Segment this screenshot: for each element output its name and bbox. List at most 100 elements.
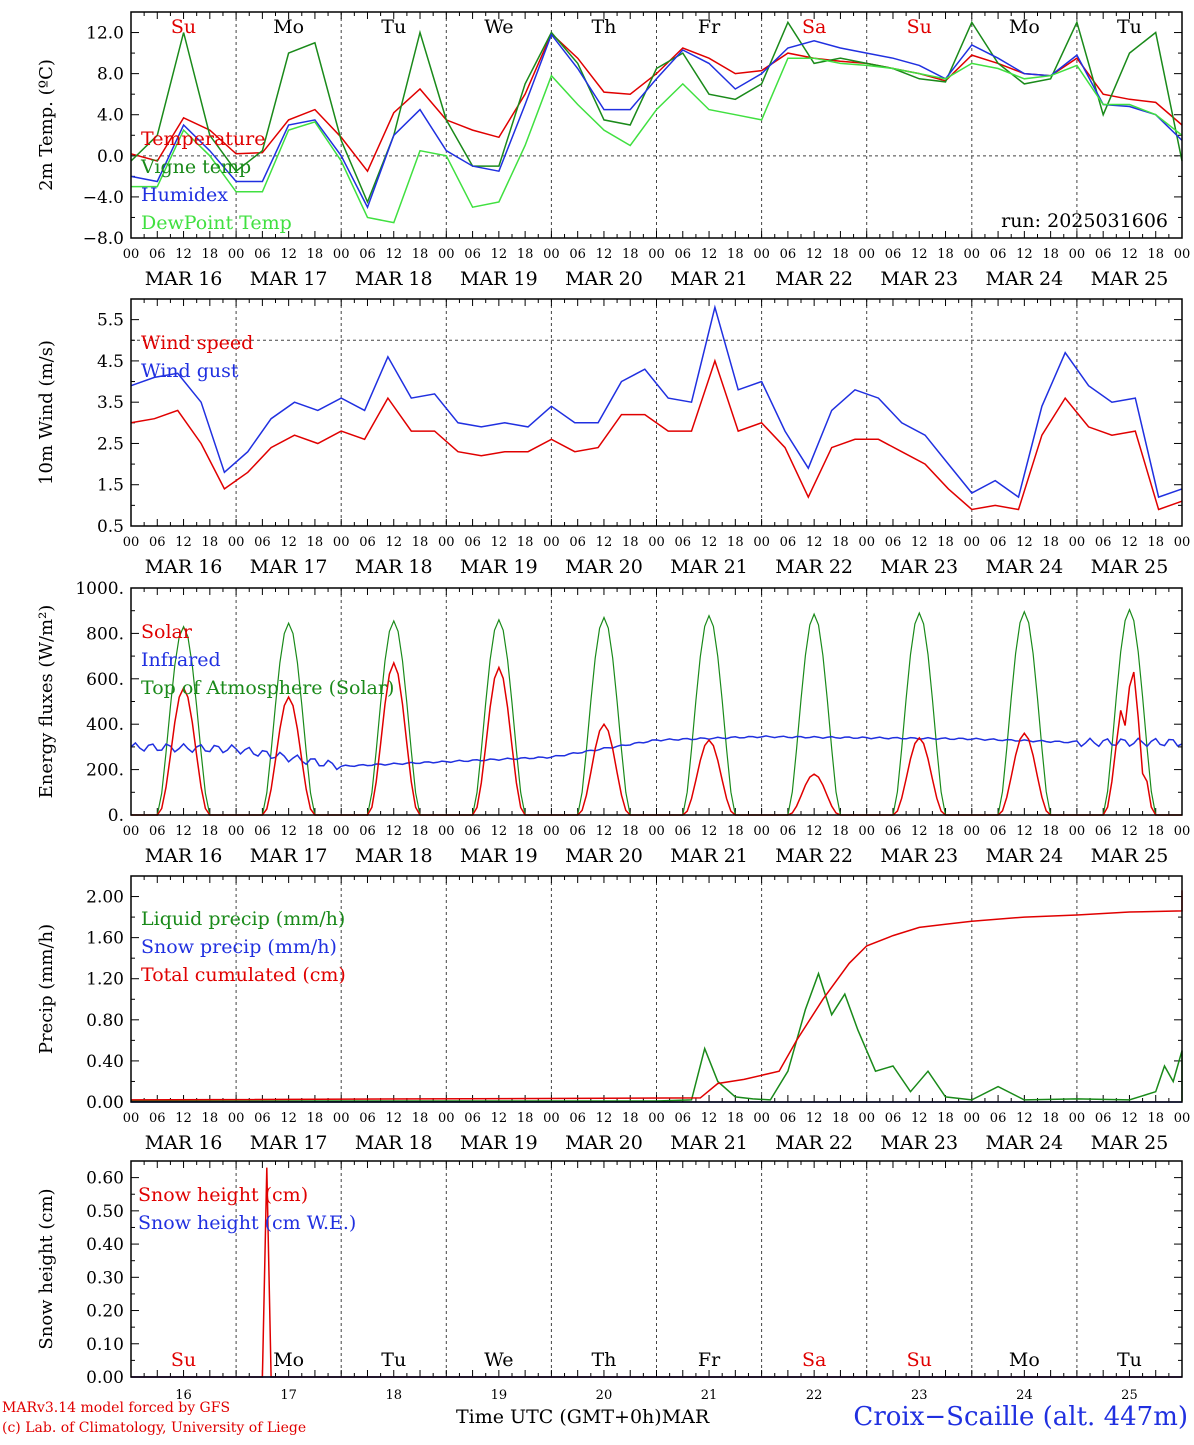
station-title: Croix−Scaille (alt. 447m) [853,1402,1188,1432]
hour-tick-label: 12 [280,535,297,550]
hour-tick-label: 12 [701,1111,718,1126]
hour-tick-label: 00 [438,824,455,839]
hour-tick-label: 00 [648,824,665,839]
hour-tick-label: 06 [1095,535,1112,550]
date-label: MAR 24 [985,268,1063,290]
date-label: MAR 21 [670,1132,748,1154]
day-number-label: 21 [701,1388,718,1403]
y-tick-label: 1.20 [86,970,124,990]
hour-tick-label: 12 [596,247,613,262]
date-label: MAR 20 [565,556,643,578]
hour-tick-label: 12 [385,1111,402,1126]
hour-tick-label: 18 [727,1111,744,1126]
hour-tick-label: 18 [412,824,429,839]
hour-tick-label: 00 [858,824,875,839]
hour-tick-label: 18 [832,1111,849,1126]
hour-tick-label: 12 [491,535,508,550]
hour-tick-label: 06 [464,1111,481,1126]
hour-tick-label: 00 [123,535,140,550]
hour-tick-label: 18 [517,247,534,262]
hour-tick-label: 18 [937,824,954,839]
date-label: MAR 16 [145,1132,223,1154]
y-tick-label: 0.40 [86,1235,124,1255]
date-label: MAR 23 [880,556,958,578]
hour-tick-label: 00 [333,535,350,550]
vigne-temp-line [130,20,1183,204]
hour-tick-label: 06 [149,1111,166,1126]
hour-tick-label: 12 [175,247,192,262]
hour-tick-label: 18 [1042,1111,1059,1126]
hour-tick-label: 00 [964,824,981,839]
weekday-label: Th [591,1349,616,1371]
y-tick-label: 1.5 [97,476,124,496]
hour-tick-label: 18 [307,247,324,262]
y-tick-label: 0. [108,806,124,826]
hour-tick-label: 06 [569,1111,586,1126]
hour-tick-label: 06 [990,1111,1007,1126]
y-tick-label: 0.0 [97,147,124,167]
weekday-label: We [484,16,513,38]
hour-tick-label: 18 [1147,1111,1164,1126]
dewpoint-temp-line [131,57,1183,224]
hour-tick-label: 06 [885,247,902,262]
y-tick-label: 1000. [75,579,124,599]
hour-tick-label: 18 [307,535,324,550]
y-axis-label: 2m Temp. (ºC) [36,59,57,191]
hour-tick-label: 12 [806,535,823,550]
date-label: MAR 21 [670,845,748,867]
day-number-label: 23 [911,1388,928,1403]
date-label: MAR 23 [880,268,958,290]
snow-panel: 0.60 0.50 0.40 0.30 0.20 0.10 0.00 Snow height … [36,1160,1183,1403]
wind-panel: 5.5 4.5 3.5 2.5 1.5 0.5 10m Wind (m/s) Wind spe… [36,298,1190,578]
y-tick-label: 4.0 [97,106,124,126]
date-label: MAR 22 [775,845,853,867]
hour-tick-label: 18 [727,535,744,550]
hour-tick-label: 18 [937,247,954,262]
hour-tick-label: 18 [727,824,744,839]
hour-tick-label: 00 [964,247,981,262]
hour-tick-label: 18 [1042,535,1059,550]
hour-tick-label: 12 [596,535,613,550]
hour-tick-label: 06 [569,824,586,839]
hour-tick-label: 06 [254,247,271,262]
hour-tick-label: 12 [596,824,613,839]
hour-tick-label: 12 [491,247,508,262]
hour-tick-label: 00 [648,1111,665,1126]
plot-frame [130,11,1183,239]
hour-tick-label: 00 [1069,1111,1086,1126]
hour-tick-label: 06 [254,535,271,550]
hour-tick-label: 18 [517,824,534,839]
hour-tick-label: 00 [333,1111,350,1126]
hour-tick-label: 06 [990,247,1007,262]
date-label: MAR 19 [460,268,538,290]
hour-tick-label: 06 [675,824,692,839]
hour-tick-label: 00 [858,535,875,550]
hour-tick-label: 06 [149,535,166,550]
legend-entry: Liquid precip (mm/h) [141,908,345,930]
hour-tick-label: 18 [1042,824,1059,839]
date-label: MAR 21 [670,556,748,578]
hour-tick-label: 06 [780,1111,797,1126]
hour-tick-label: 00 [228,247,245,262]
toa-solar-line [131,607,1182,816]
hour-tick-label: 18 [622,247,639,262]
hour-tick-label: 18 [622,1111,639,1126]
hour-tick-label: 00 [123,824,140,839]
energy-panel: 1000. 800. 600. 400. 200. 0. Energy fluxes (W/… [36,579,1190,867]
weekday-label: Mo [273,1349,304,1371]
plot-frame [130,298,1183,527]
hour-tick-label: 00 [333,824,350,839]
weekday-label: Tu [1117,16,1142,38]
hour-tick-label: 00 [1174,824,1191,839]
hour-tick-label: 12 [1121,535,1138,550]
hour-tick-label: 06 [569,247,586,262]
hour-tick-label: 18 [202,824,219,839]
legend-entry: Snow precip (mm/h) [141,936,337,958]
legend-entry: Snow height (cm W.E.) [138,1212,356,1234]
date-label: MAR 24 [985,1132,1063,1154]
date-label: MAR 24 [985,845,1063,867]
weekday-label: Th [591,16,616,38]
hour-tick-label: 06 [149,824,166,839]
humidex-line [130,33,1183,210]
